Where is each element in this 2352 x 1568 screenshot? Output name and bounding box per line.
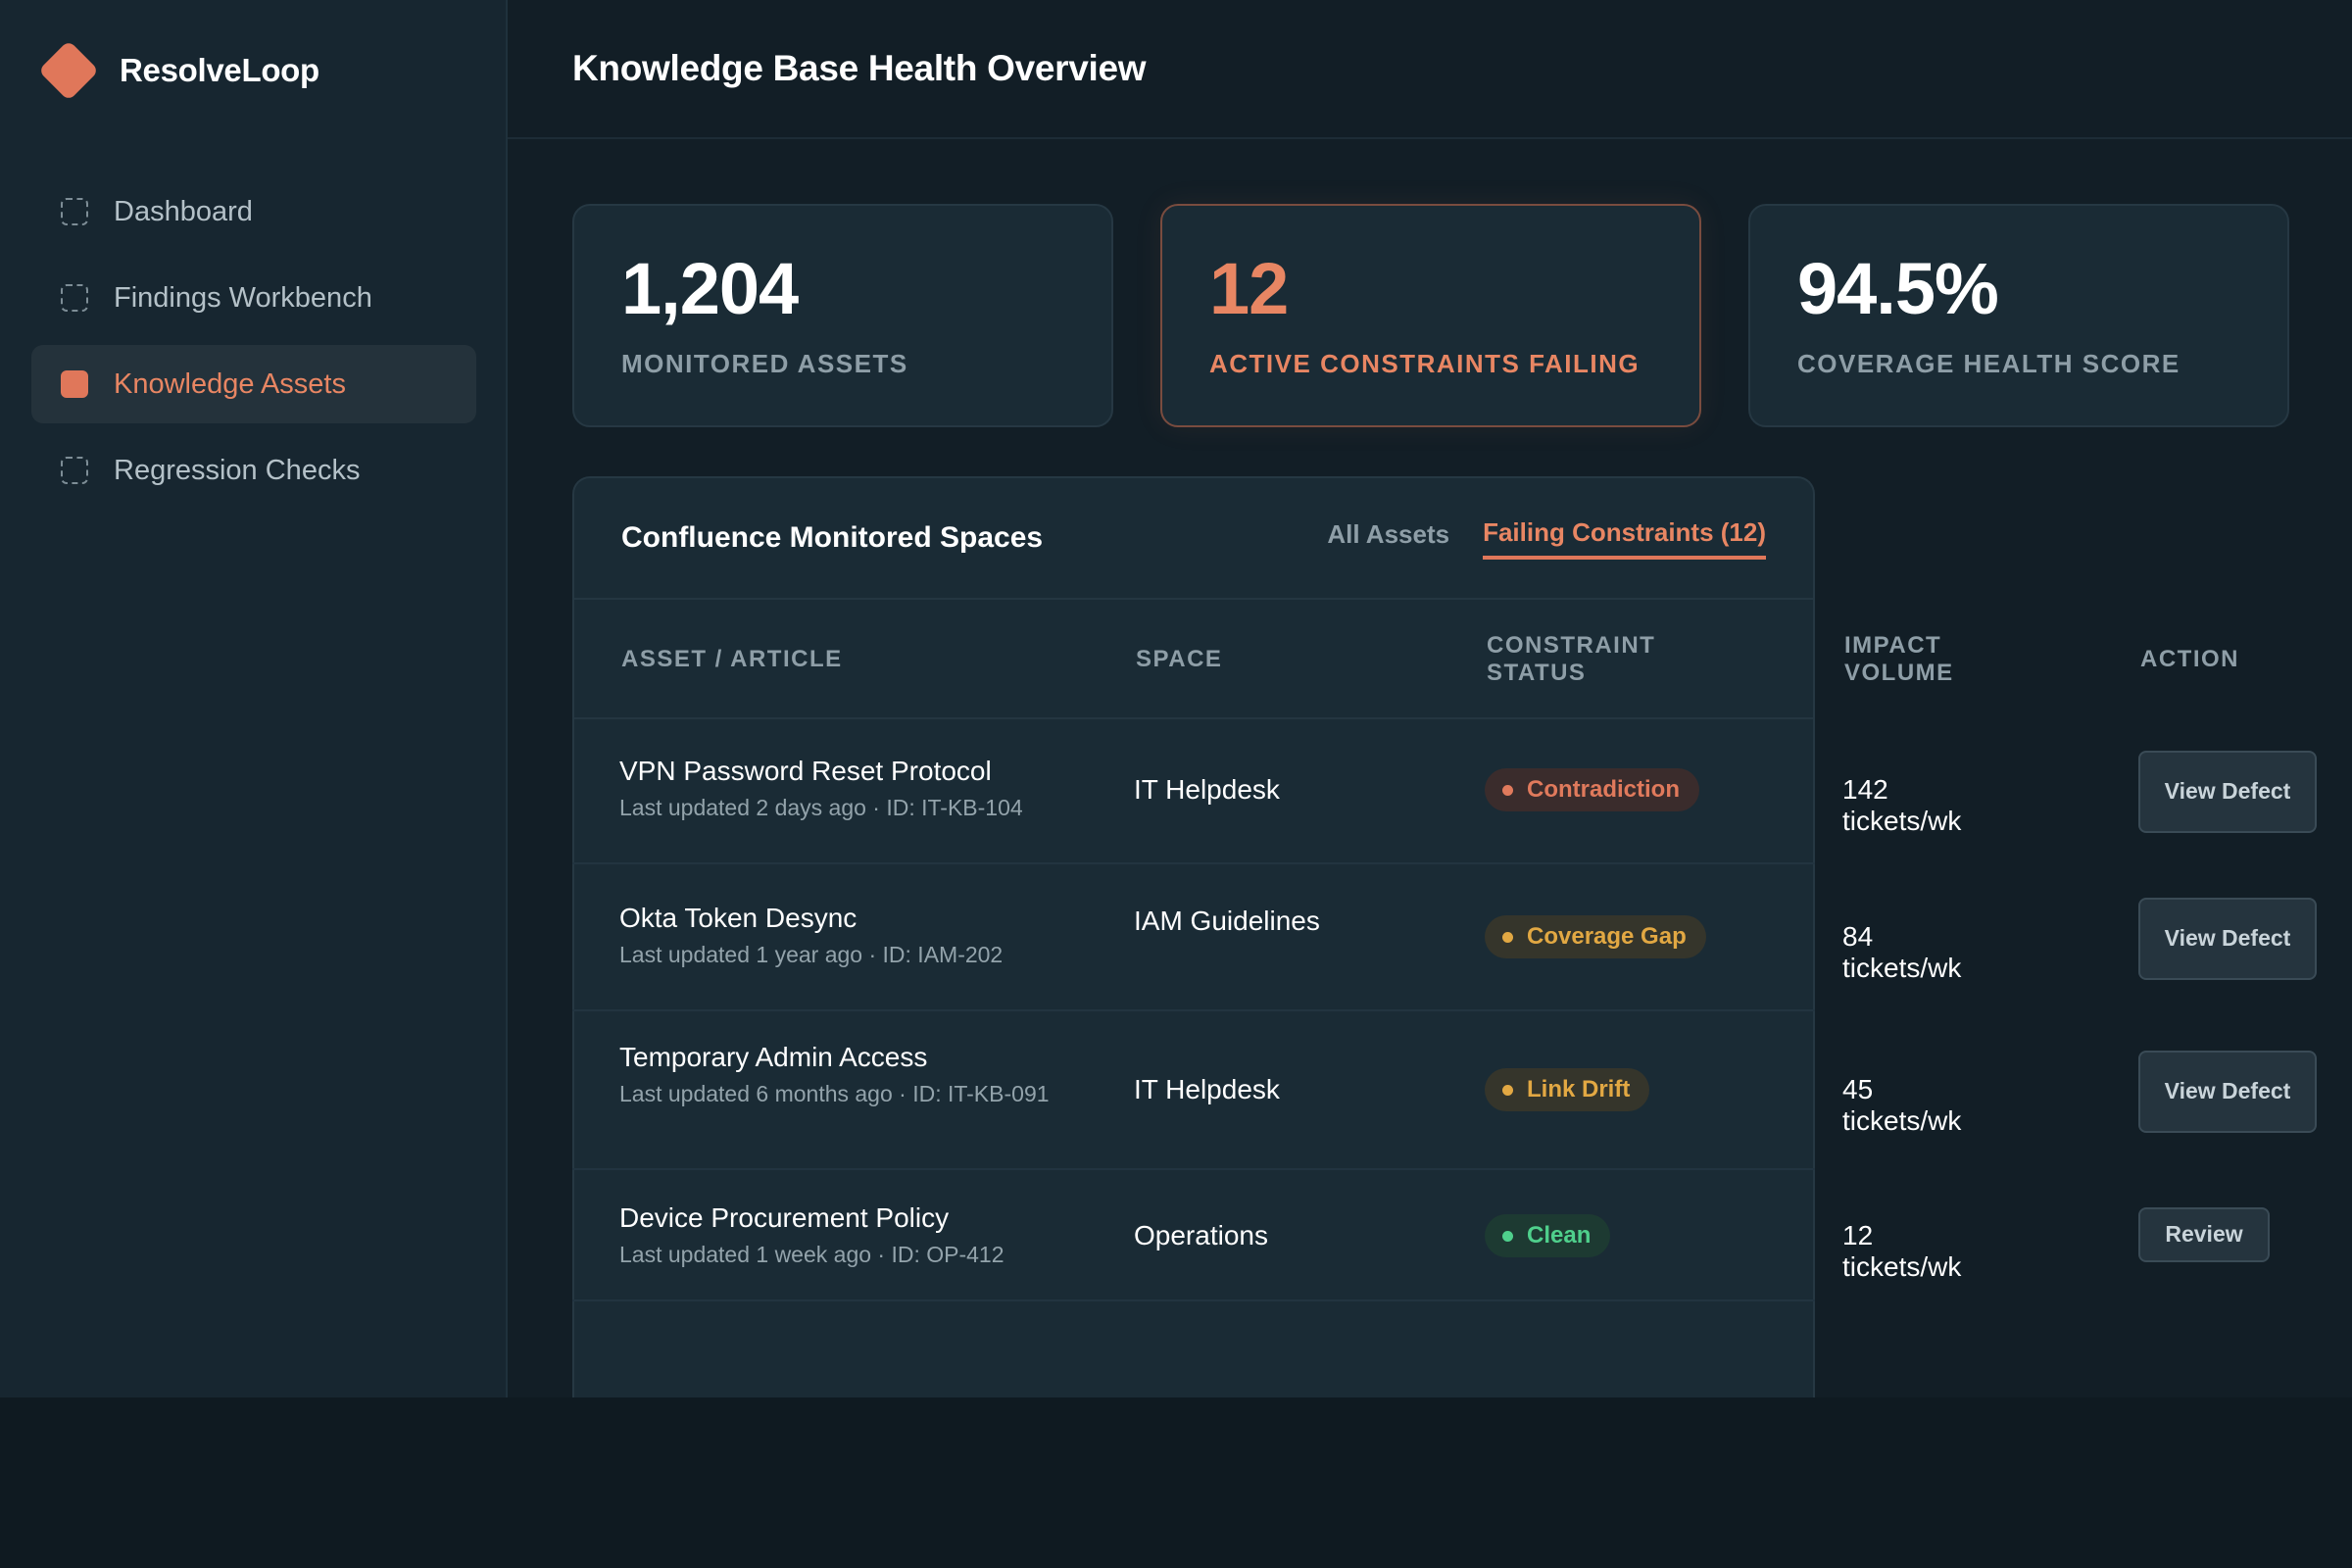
space-name: IT Helpdesk <box>1134 1074 1280 1104</box>
asset-title[interactable]: VPN Password Reset Protocol <box>619 756 992 786</box>
status-badge: Clean <box>1485 1214 1611 1257</box>
tab-failing-constraints[interactable]: Failing Constraints (12) <box>1483 517 1766 560</box>
status-badge: Coverage Gap <box>1485 915 1706 958</box>
regression-checks-icon <box>61 457 88 484</box>
stat-card-constraints-failing: 12 ACTIVE CONSTRAINTS FAILING <box>1160 204 1701 427</box>
asset-meta: Last updated 1 year ago · ID: IAM-202 <box>619 941 1004 967</box>
impact-volume: 84 tickets/wk <box>1842 921 1962 983</box>
space-name: Operations <box>1134 1220 1268 1250</box>
status-badge: Contradiction <box>1485 768 1699 811</box>
stat-label: ACTIVE CONSTRAINTS FAILING <box>1209 349 1641 378</box>
findings-icon <box>61 284 88 312</box>
impact-volume: 142 tickets/wk <box>1842 774 1962 836</box>
table-row[interactable]: Okta Token Desync Last updated 1 year ag… <box>572 864 2317 1011</box>
asset-meta: Last updated 6 months ago · ID: IT-KB-09… <box>619 1080 1050 1106</box>
review-button[interactable]: Review <box>2138 1207 2270 1262</box>
stat-label: MONITORED ASSETS <box>621 349 908 378</box>
status-badge: Link Drift <box>1485 1068 1650 1111</box>
page-title: Knowledge Base Health Overview <box>572 48 1147 88</box>
brand[interactable]: ResolveLoop <box>37 39 319 102</box>
space-name: IT Helpdesk <box>1134 774 1280 805</box>
column-header-space: SPACE <box>1136 646 1223 672</box>
column-header-impact: IMPACT VOLUME <box>1844 632 1954 686</box>
column-header-asset: ASSET / ARTICLE <box>621 646 843 672</box>
table-header: ASSET / ARTICLE SPACE CONSTRAINT STATUS … <box>574 600 2238 719</box>
view-defect-button[interactable]: View Defect <box>2138 751 2317 833</box>
stat-value: 12 <box>1209 248 1289 329</box>
filter-tabs: All Assets Failing Constraints (12) <box>1327 517 1766 560</box>
table-row[interactable]: Temporary Admin Access Last updated 6 mo… <box>572 1011 2317 1170</box>
panel-header: Confluence Monitored Spaces All Assets F… <box>574 478 1813 600</box>
status-dot-icon <box>1502 931 1513 943</box>
status-label: Link Drift <box>1527 1076 1631 1102</box>
column-header-action: ACTION <box>2140 646 2239 672</box>
dashboard-icon <box>61 198 88 225</box>
status-label: Coverage Gap <box>1527 923 1687 950</box>
sidebar-item-label: Knowledge Assets <box>114 368 346 400</box>
sidebar-item-dashboard[interactable]: Dashboard <box>31 172 476 251</box>
asset-title[interactable]: Device Procurement Policy <box>619 1202 950 1233</box>
space-name: IAM Guidelines <box>1134 906 1320 936</box>
impact-volume: 45 tickets/wk <box>1842 1074 1962 1136</box>
sidebar-nav: Dashboard Findings Workbench Knowledge A… <box>31 172 476 517</box>
stat-card-monitored-assets: 1,204 MONITORED ASSETS <box>572 204 1113 427</box>
sidebar-item-regression-checks[interactable]: Regression Checks <box>31 431 476 510</box>
sidebar-item-label: Dashboard <box>114 195 253 227</box>
top-bar: Knowledge Base Health Overview <box>508 0 2352 139</box>
status-label: Contradiction <box>1527 776 1680 803</box>
asset-title[interactable]: Temporary Admin Access <box>619 1042 928 1072</box>
sidebar-item-label: Regression Checks <box>114 454 361 486</box>
asset-title[interactable]: Okta Token Desync <box>619 903 858 933</box>
status-dot-icon <box>1502 1230 1513 1242</box>
stat-card-coverage-health: 94.5% COVERAGE HEALTH SCORE <box>1748 204 2289 427</box>
stat-value: 94.5% <box>1797 248 1999 329</box>
status-dot-icon <box>1502 1084 1513 1096</box>
asset-meta: Last updated 1 week ago · ID: OP-412 <box>619 1241 1004 1267</box>
impact-volume: 12 tickets/wk <box>1842 1220 1962 1282</box>
stats-row: 1,204 MONITORED ASSETS 12 ACTIVE CONSTRA… <box>572 204 2289 427</box>
sidebar-item-label: Findings Workbench <box>114 281 372 314</box>
logo-icon <box>37 39 100 102</box>
table-body: VPN Password Reset Protocol Last updated… <box>572 476 2317 1397</box>
status-dot-icon <box>1502 784 1513 796</box>
column-header-status: CONSTRAINT STATUS <box>1487 632 1656 686</box>
view-defect-button[interactable]: View Defect <box>2138 898 2317 980</box>
brand-name: ResolveLoop <box>120 52 319 88</box>
sidebar: ResolveLoop Dashboard Findings Workbench… <box>0 0 508 1397</box>
table-row[interactable]: Device Procurement Policy Last updated 1… <box>572 1170 2270 1301</box>
stat-value: 1,204 <box>621 248 799 329</box>
panel-title: Confluence Monitored Spaces <box>621 521 1044 554</box>
sidebar-item-knowledge-assets[interactable]: Knowledge Assets <box>31 345 476 423</box>
table-row[interactable]: VPN Password Reset Protocol Last updated… <box>572 717 2317 864</box>
status-label: Clean <box>1527 1222 1592 1249</box>
knowledge-assets-icon <box>61 370 88 398</box>
sidebar-item-findings-workbench[interactable]: Findings Workbench <box>31 259 476 337</box>
asset-meta: Last updated 2 days ago · ID: IT-KB-104 <box>619 794 1023 820</box>
stat-label: COVERAGE HEALTH SCORE <box>1797 349 2180 378</box>
tab-all-assets[interactable]: All Assets <box>1327 518 1450 549</box>
view-defect-button[interactable]: View Defect <box>2138 1051 2317 1133</box>
